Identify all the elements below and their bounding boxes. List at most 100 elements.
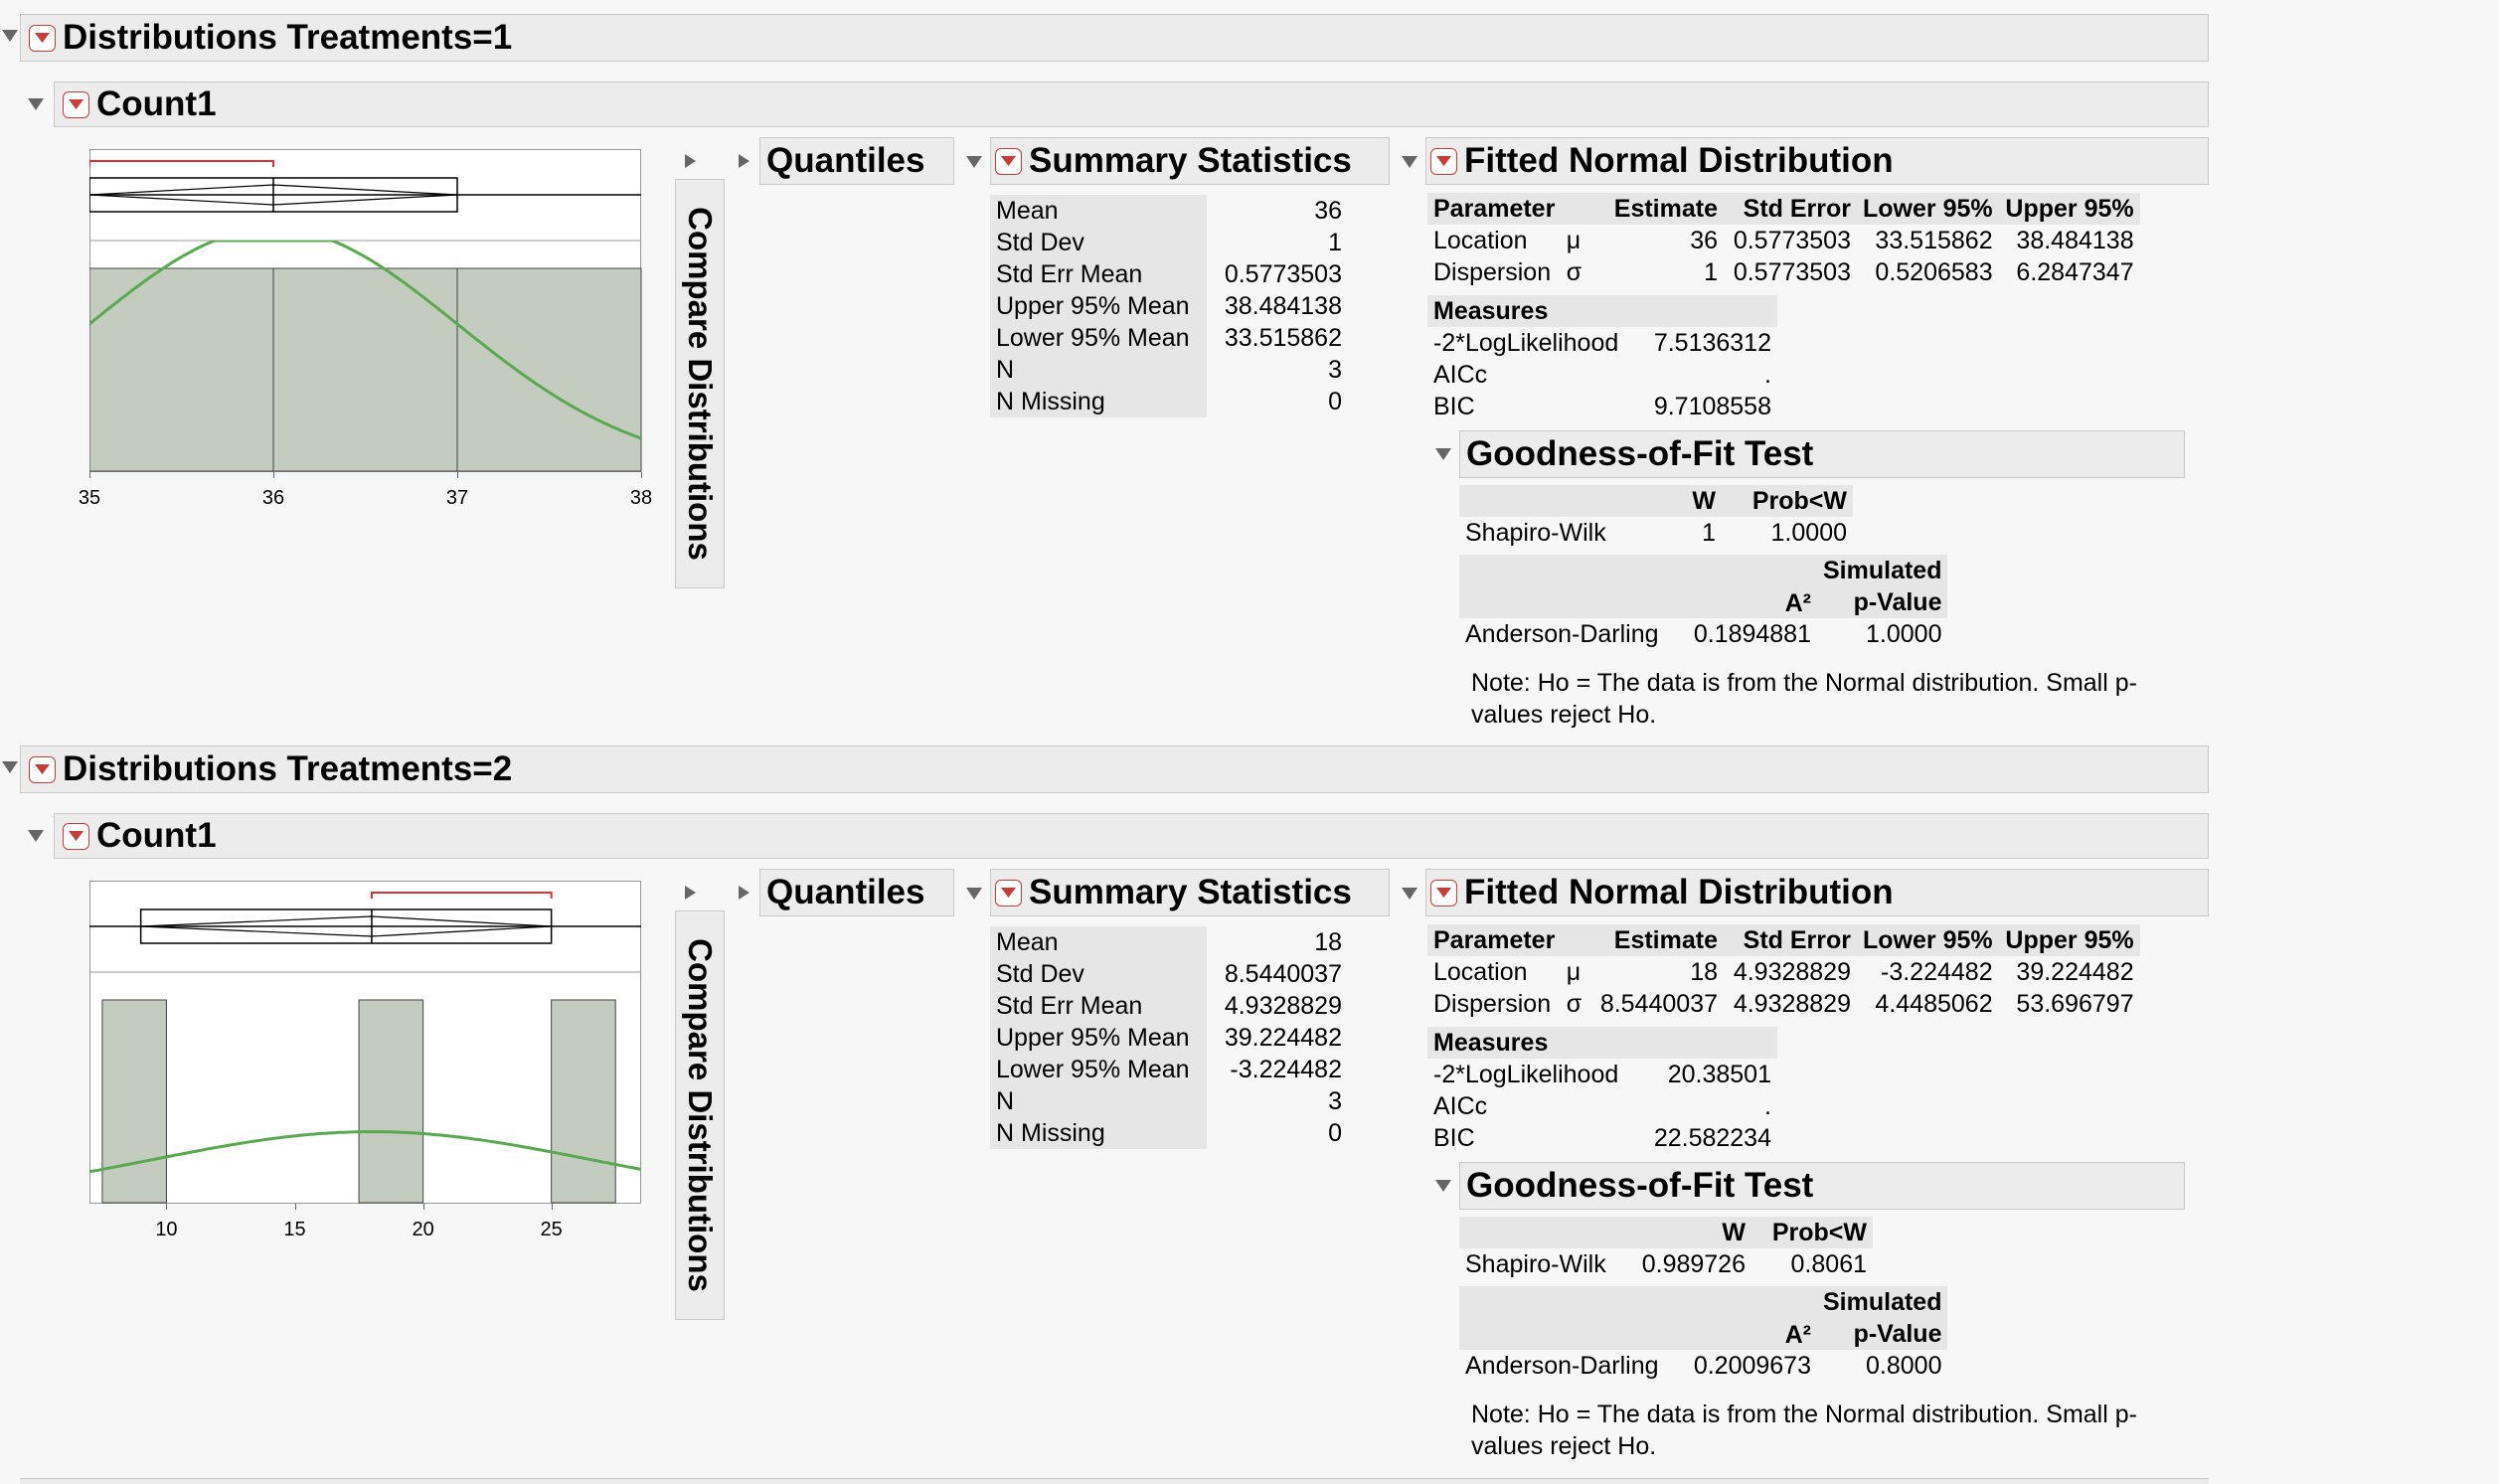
stat-label: N	[990, 354, 1207, 386]
stat-value: 18	[1207, 926, 1348, 958]
variable-title: Count1	[96, 816, 217, 856]
section-title: Distributions Treatments=1	[63, 18, 512, 58]
table-header-row: Parameter Estimate Std Error Lower 95% U…	[1427, 924, 2140, 956]
red-triangle-menu-icon[interactable]	[995, 148, 1022, 175]
collapsed-triangle-icon[interactable]	[680, 883, 700, 903]
quantiles-header[interactable]: Quantiles	[759, 137, 954, 185]
disclosure-triangle-icon[interactable]	[0, 757, 20, 777]
w-value: 1	[1620, 517, 1722, 549]
compare-distributions-label: Compare Distributions	[681, 207, 719, 561]
p-value: 0.8000	[1817, 1350, 1947, 1382]
stat-value: -3.224482	[1207, 1054, 1348, 1085]
parameter-symbol: μ	[1561, 956, 1588, 988]
blank-cell	[1459, 1217, 1620, 1248]
stat-label: N	[990, 1085, 1207, 1117]
column-header: Std Error	[1724, 924, 1857, 956]
table-header-row: W Prob<W	[1459, 1217, 1873, 1248]
upper-95-value: 39.224482	[1999, 956, 2140, 988]
column-header: Lower 95%	[1857, 193, 1999, 225]
column-header: Prob<W	[1722, 485, 1853, 517]
table-row: BIC 22.582234	[1427, 1122, 1777, 1154]
stat-label: Mean	[990, 195, 1207, 227]
red-triangle-menu-icon[interactable]	[1430, 148, 1457, 175]
stat-value: 33.515862	[1207, 322, 1348, 354]
goodness-of-fit-title: Goodness-of-Fit Test	[1466, 434, 1813, 474]
column-header: Simulated p-Value	[1817, 555, 1947, 618]
measure-label: AICc	[1427, 1090, 1638, 1122]
variable-header: Count1	[54, 82, 2209, 127]
quantiles-title: Quantiles	[766, 141, 924, 181]
histogram-bar[interactable]	[273, 268, 457, 471]
disclosure-triangle-icon[interactable]	[1433, 444, 1453, 464]
quantiles-header[interactable]: Quantiles	[759, 869, 954, 916]
column-header: Simulated p-Value	[1817, 1286, 1947, 1350]
parameter-name: Dispersion	[1427, 988, 1561, 1020]
shapiro-wilk-table: W Prob<W Shapiro-Wilk 0.989726 0.8061	[1459, 1217, 1873, 1280]
red-triangle-menu-icon[interactable]	[63, 91, 89, 118]
prob-value: 1.0000	[1722, 517, 1853, 549]
stat-label: Upper 95% Mean	[990, 1022, 1207, 1054]
blank-cell	[1459, 555, 1676, 618]
compare-distributions-button[interactable]: Compare Distributions	[675, 179, 725, 588]
table-header-row: Measures	[1427, 295, 1777, 327]
stat-value: 3	[1207, 1085, 1348, 1117]
disclosure-triangle-icon[interactable]	[964, 152, 984, 172]
distribution-plot[interactable]	[89, 149, 642, 477]
stat-label: Std Dev	[990, 958, 1207, 990]
histogram-bar[interactable]	[457, 268, 641, 471]
blank-cell	[1459, 1286, 1676, 1350]
disclosure-triangle-icon[interactable]	[26, 94, 46, 114]
summary-statistics-table: Mean 18 Std Dev 8.5440037 Std Err Mean 4.93…	[990, 926, 1348, 1149]
test-label: Shapiro-Wilk	[1459, 517, 1620, 549]
table-row: N Missing 0	[990, 1117, 1348, 1149]
stat-label: N Missing	[990, 1117, 1207, 1149]
measure-label: -2*LogLikelihood	[1427, 327, 1638, 359]
variable-title: Count1	[96, 84, 217, 124]
table-row: Dispersion σ 8.5440037 4.9328829 4.44850…	[1427, 988, 2140, 1020]
red-triangle-menu-icon[interactable]	[29, 756, 56, 783]
measure-value: .	[1638, 359, 1777, 391]
disclosure-triangle-icon[interactable]	[964, 884, 984, 904]
fitted-normal-header: Fitted Normal Distribution	[1425, 137, 2209, 185]
test-label: Shapiro-Wilk	[1459, 1248, 1620, 1280]
stat-value: 1	[1207, 227, 1348, 258]
column-header: Estimate	[1588, 924, 1724, 956]
x-tick-label: 35	[79, 487, 100, 510]
table-row: Location μ 18 4.9328829 -3.224482 39.224…	[1427, 956, 2140, 988]
prob-value: 0.8061	[1751, 1248, 1873, 1280]
table-row: AICc.	[1427, 1090, 1777, 1122]
red-triangle-menu-icon[interactable]	[29, 25, 56, 52]
fitted-normal-title: Fitted Normal Distribution	[1464, 141, 1894, 181]
estimate-value: 1	[1588, 256, 1724, 288]
collapsed-triangle-icon[interactable]	[734, 883, 753, 903]
histogram-bar[interactable]	[102, 1000, 167, 1203]
compare-distributions-button[interactable]: Compare Distributions	[675, 910, 725, 1320]
note-text: Note: Ho = The data is from the Normal d…	[1471, 667, 2137, 731]
collapsed-triangle-icon[interactable]	[734, 151, 753, 171]
table-row: Upper 95% Mean 39.224482	[990, 1022, 1348, 1054]
disclosure-triangle-icon[interactable]	[0, 26, 20, 46]
collapsed-triangle-icon[interactable]	[680, 151, 700, 171]
estimate-value: 18	[1588, 956, 1724, 988]
distribution-plot[interactable]	[89, 881, 642, 1209]
stat-value: 3	[1207, 354, 1348, 386]
column-header: Lower 95%	[1857, 924, 1999, 956]
red-triangle-menu-icon[interactable]	[995, 880, 1022, 907]
disclosure-triangle-icon[interactable]	[1400, 884, 1419, 904]
red-triangle-menu-icon[interactable]	[63, 823, 89, 850]
x-tick-label: 25	[541, 1219, 563, 1241]
column-header: Upper 95%	[1999, 193, 2140, 225]
summary-statistics-header: Summary Statistics	[990, 137, 1390, 185]
stat-label: Std Err Mean	[990, 990, 1207, 1022]
disclosure-triangle-icon[interactable]	[1400, 152, 1419, 172]
measure-value: .	[1638, 1090, 1777, 1122]
disclosure-triangle-icon[interactable]	[26, 826, 46, 846]
red-triangle-menu-icon[interactable]	[1430, 880, 1457, 907]
histogram-bar[interactable]	[89, 268, 273, 471]
disclosure-triangle-icon[interactable]	[1433, 1176, 1453, 1196]
section-header: Distributions Treatments=2	[20, 745, 2209, 793]
std-error-value: 0.5773503	[1724, 256, 1857, 288]
histogram-bar[interactable]	[552, 1000, 616, 1203]
table-row: Upper 95% Mean 38.484138	[990, 290, 1348, 322]
histogram-bar[interactable]	[359, 1000, 423, 1203]
